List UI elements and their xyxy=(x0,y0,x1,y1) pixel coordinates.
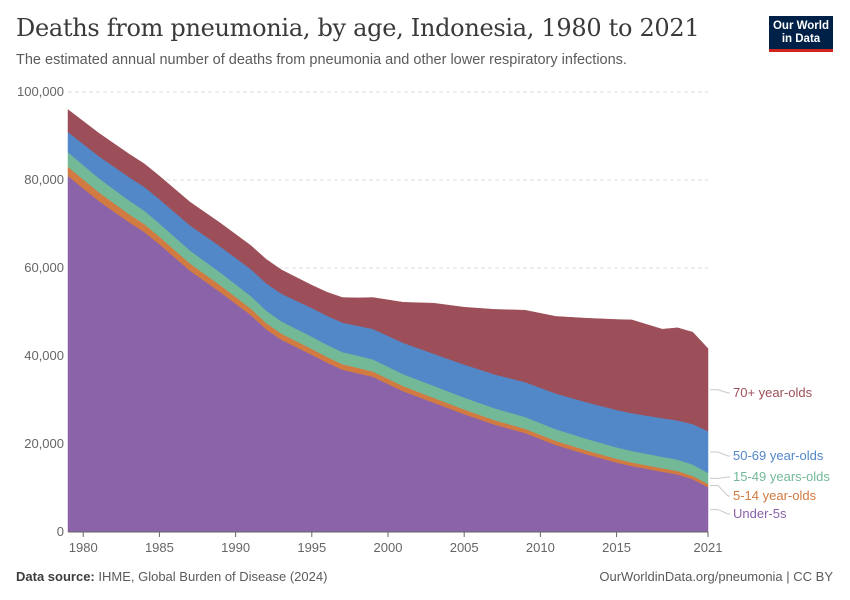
chart-title: Deaths from pneumonia, by age, Indonesia… xyxy=(16,14,700,42)
axes: 0 20,000 40,000 60,000 80,000 100,000 1980 1985… xyxy=(17,84,722,555)
data-source-text: IHME, Global Burden of Disease (2024) xyxy=(98,569,328,584)
x-tick-label: 2010 xyxy=(526,540,555,555)
x-tick-label: 1995 xyxy=(297,540,326,555)
x-tick-label: 2000 xyxy=(374,540,403,555)
chart-subtitle: The estimated annual number of deaths fr… xyxy=(16,52,627,68)
y-tick-label: 20,000 xyxy=(24,436,64,451)
series-labels: Under-5s 5-14 year-olds 15-49 years-olds 50… xyxy=(710,385,830,521)
y-tick-label: 80,000 xyxy=(24,172,64,187)
series-label-0[interactable]: Under-5s xyxy=(733,506,787,521)
series-label-1[interactable]: 5-14 year-olds xyxy=(733,488,817,503)
x-tick-label: 2015 xyxy=(602,540,631,555)
x-tick-label: 1985 xyxy=(145,540,174,555)
series-label-4[interactable]: 70+ year-olds xyxy=(733,385,813,400)
label-leader-line xyxy=(710,485,730,497)
data-source: Data source: IHME, Global Burden of Dise… xyxy=(16,569,327,584)
data-source-label: Data source: xyxy=(16,569,95,584)
label-leader-line xyxy=(710,389,730,394)
x-tick-label: 1980 xyxy=(69,540,98,555)
series-label-3[interactable]: 50-69 year-olds xyxy=(733,448,824,463)
y-tick-label: 0 xyxy=(57,524,64,539)
area-series xyxy=(67,109,709,533)
area-series-4[interactable] xyxy=(67,109,709,432)
y-tick-label: 60,000 xyxy=(24,260,64,275)
owid-logo[interactable]: Our World in Data xyxy=(769,16,833,52)
source-link[interactable]: OurWorldinData.org/pneumonia | CC BY xyxy=(599,569,833,584)
y-tick-label: 100,000 xyxy=(17,84,64,99)
series-label-2[interactable]: 15-49 years-olds xyxy=(733,469,830,484)
logo-line-2: in Data xyxy=(781,33,821,45)
logo-line-1: Our World xyxy=(772,20,829,32)
x-tick-label: 1990 xyxy=(221,540,250,555)
x-tick-label: 2021 xyxy=(694,540,723,555)
x-tick-label: 2005 xyxy=(450,540,479,555)
label-leader-line xyxy=(710,451,730,457)
label-leader-line xyxy=(710,476,730,479)
y-tick-label: 40,000 xyxy=(24,348,64,363)
label-leader-line xyxy=(710,509,730,515)
